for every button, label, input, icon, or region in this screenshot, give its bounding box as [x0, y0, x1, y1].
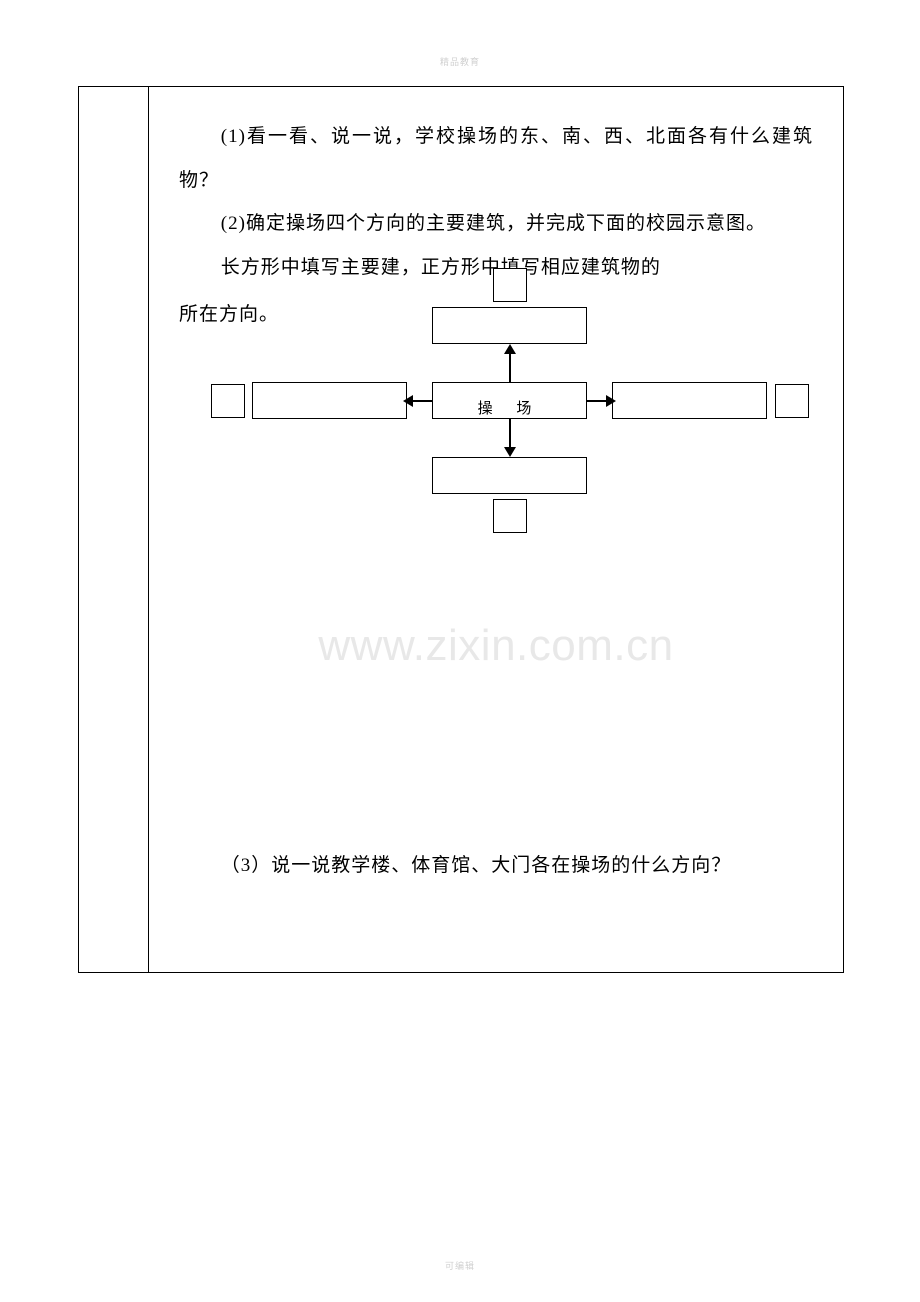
page-footer: 可编辑	[0, 1259, 920, 1272]
arrow-right-line	[587, 400, 608, 402]
south-direction-box[interactable]	[493, 499, 527, 533]
south-building-box[interactable]	[432, 457, 587, 494]
west-direction-box[interactable]	[211, 384, 245, 418]
arrow-left-head	[403, 395, 413, 407]
question-3: （3）说一说教学楼、体育馆、大门各在操场的什么方向？	[179, 844, 813, 888]
west-building-box[interactable]	[252, 382, 407, 419]
content-column: (1)看一看、说一说，学校操场的东、南、西、北面各有什么建筑物？ (2)确定操场…	[149, 87, 843, 972]
page-header: 精品教育	[0, 55, 920, 68]
watermark: www.zixin.com.cn	[149, 595, 843, 696]
arrow-left-line	[411, 400, 432, 402]
arrow-down-line	[509, 419, 511, 449]
north-building-box[interactable]	[432, 307, 587, 344]
arrow-right-head	[606, 395, 616, 407]
arrow-down-head	[504, 447, 516, 457]
east-direction-box[interactable]	[775, 384, 809, 418]
arrow-up-line	[509, 352, 511, 382]
left-column	[79, 87, 149, 972]
north-direction-box[interactable]	[493, 268, 527, 302]
q2b-text-2: ，正方形中填写相应建筑物的	[401, 257, 661, 278]
question-2: (2)确定操场四个方向的主要建筑，并完成下面的校园示意图。	[179, 202, 813, 246]
campus-diagram: 操 场	[179, 314, 813, 574]
q2b-text-1: 长方形中填写主要建	[221, 257, 401, 278]
arrow-up-head	[504, 344, 516, 354]
question-1: (1)看一看、说一说，学校操场的东、南、西、北面各有什么建筑物？	[179, 115, 813, 202]
document-table: (1)看一看、说一说，学校操场的东、南、西、北面各有什么建筑物？ (2)确定操场…	[78, 86, 844, 973]
east-building-box[interactable]	[612, 382, 767, 419]
